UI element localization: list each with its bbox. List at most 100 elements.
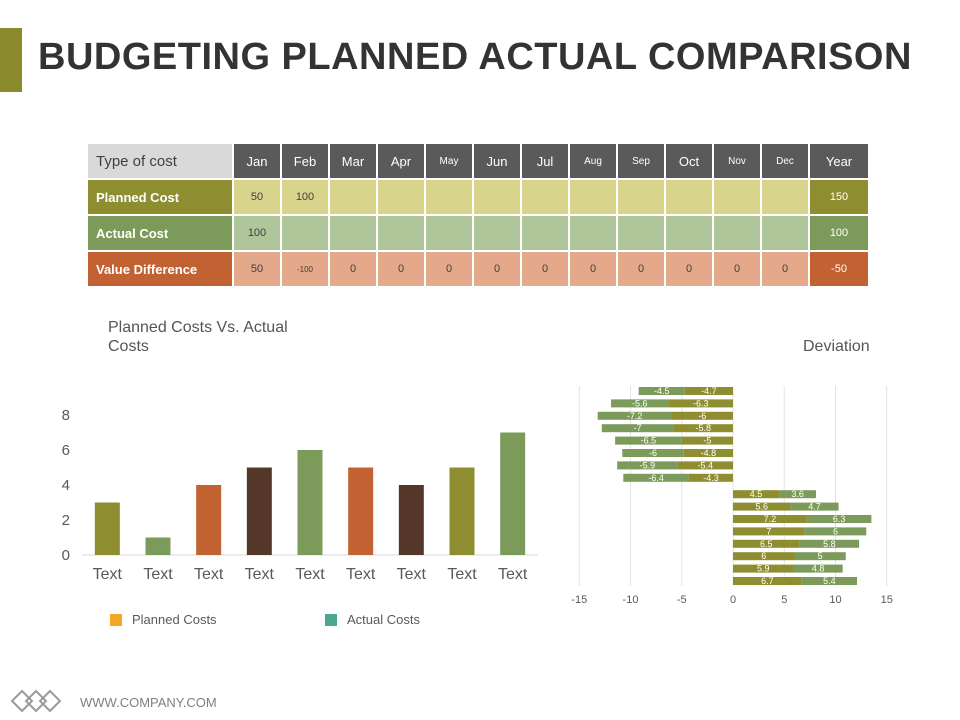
table-cell: 0: [618, 252, 664, 286]
page-title: BUDGETING PLANNED ACTUAL COMPARISON: [38, 36, 912, 78]
header-month: Apr: [378, 144, 424, 178]
table-cell: [378, 180, 424, 214]
deviation-chart: -15 -10 -5 0 5 10 15 -4.7 -4.5 -6.3 -5.6 -6 -7.2 -5.8…: [571, 386, 893, 606]
y-tick-label: 6: [62, 442, 70, 459]
x-tick-label: Text: [93, 566, 123, 583]
deviation-data-label: -5.8: [696, 423, 712, 433]
table-cell: [618, 180, 664, 214]
header-month: Sep: [618, 144, 664, 178]
y-tick-label: 2: [62, 512, 70, 529]
table-cell: [618, 216, 664, 250]
table-cell: 0: [378, 252, 424, 286]
row-label-planned-cost: Planned Cost: [88, 180, 232, 214]
table-cell: [522, 216, 568, 250]
header-month: Mar: [330, 144, 376, 178]
x-tick-label: 15: [881, 594, 893, 606]
header-month: Jul: [522, 144, 568, 178]
deviation-bar: [684, 387, 733, 395]
deviation-data-label: 6: [761, 551, 766, 561]
header-month: May: [426, 144, 472, 178]
legend-item-planned: Planned Costs: [110, 612, 217, 627]
x-tick-label: -15: [571, 594, 587, 606]
x-tick-label: Text: [194, 566, 224, 583]
table-cell: 0: [522, 252, 568, 286]
deviation-bar: [622, 449, 684, 457]
deviation-bar: [794, 552, 846, 561]
table-row: Value Difference 50 -100 0 0 0 0 0 0 0 0…: [88, 252, 868, 286]
table-cell: [666, 180, 712, 214]
deviation-bar: [638, 387, 685, 395]
table-cell: [762, 216, 808, 250]
bar: [94, 502, 120, 555]
table-cell: [330, 216, 376, 250]
deviation-bar: [733, 564, 794, 573]
table-cell: [762, 180, 808, 214]
table-cell: [378, 216, 424, 250]
table-cell: 0: [330, 252, 376, 286]
deviation-bar: [681, 436, 733, 445]
deviation-bar: [733, 490, 780, 499]
header-month: Aug: [570, 144, 616, 178]
legend-label-planned: Planned Costs: [132, 612, 217, 627]
deviation-bar: [793, 564, 843, 573]
table-cell: 0: [570, 252, 616, 286]
bar: [348, 467, 374, 555]
legend-label-actual: Actual Costs: [347, 612, 420, 627]
table-cell: 100: [282, 180, 328, 214]
table-cell: [330, 180, 376, 214]
deviation-bar: [733, 502, 791, 511]
table-cell: [570, 180, 616, 214]
deviation-bar: [733, 577, 802, 585]
table-cell-year: -50: [810, 252, 868, 286]
header-month: Jun: [474, 144, 520, 178]
deviation-bar: [597, 411, 672, 420]
deviation-bar: [617, 461, 678, 470]
deviation-chart-title: Deviation: [803, 338, 870, 355]
deviation-data-label: 5.4: [823, 576, 836, 586]
table-row: Planned Cost 50 100 150: [88, 180, 868, 214]
x-tick-label: 0: [730, 594, 736, 606]
deviation-bar: [733, 539, 800, 548]
footer-url: WWW.COMPANY.COM: [80, 695, 217, 710]
deviation-data-label: 5.9: [757, 564, 770, 574]
deviation-data-label: -4.8: [701, 448, 717, 458]
company-logo-icon: [10, 689, 62, 713]
legend-swatch-planned: [110, 613, 122, 626]
header-month: Nov: [714, 144, 760, 178]
header-year: Year: [810, 144, 868, 178]
deviation-data-label: -4.5: [654, 386, 670, 396]
y-tick-label: 4: [62, 477, 70, 494]
deviation-data-label: 7: [766, 526, 771, 536]
deviation-data-label: 6.7: [761, 576, 774, 586]
table-cell: [714, 216, 760, 250]
x-tick-label: Text: [245, 566, 275, 583]
header-month: Jan: [234, 144, 280, 178]
table-cell: [426, 216, 472, 250]
deviation-data-label: -5.6: [632, 398, 648, 408]
x-tick-label: -10: [623, 594, 639, 606]
deviation-data-label: -6: [698, 411, 706, 421]
table-cell: -100: [282, 252, 328, 286]
table-cell: 0: [714, 252, 760, 286]
deviation-bar: [733, 552, 795, 561]
deviation-bar: [733, 515, 807, 523]
table-cell: 100: [234, 216, 280, 250]
bar: [297, 450, 323, 555]
deviation-data-label: -6.3: [693, 398, 709, 408]
x-tick-label: Text: [346, 566, 376, 583]
deviation-data-label: 5.6: [755, 502, 768, 512]
table-cell: [570, 216, 616, 250]
header-month: Feb: [282, 144, 328, 178]
x-tick-label: -5: [677, 594, 687, 606]
table-cell: [522, 180, 568, 214]
table-cell: 0: [666, 252, 712, 286]
table-row: Actual Cost 100 100: [88, 216, 868, 250]
deviation-bar: [668, 399, 733, 408]
table-cell-year: 150: [810, 180, 868, 214]
table-cell: [474, 180, 520, 214]
table-cell-year: 100: [810, 216, 868, 250]
table-cell: [714, 180, 760, 214]
row-label-actual-cost: Actual Cost: [88, 216, 232, 250]
deviation-bar: [733, 527, 805, 536]
deviation-data-label: -6.5: [641, 436, 657, 446]
